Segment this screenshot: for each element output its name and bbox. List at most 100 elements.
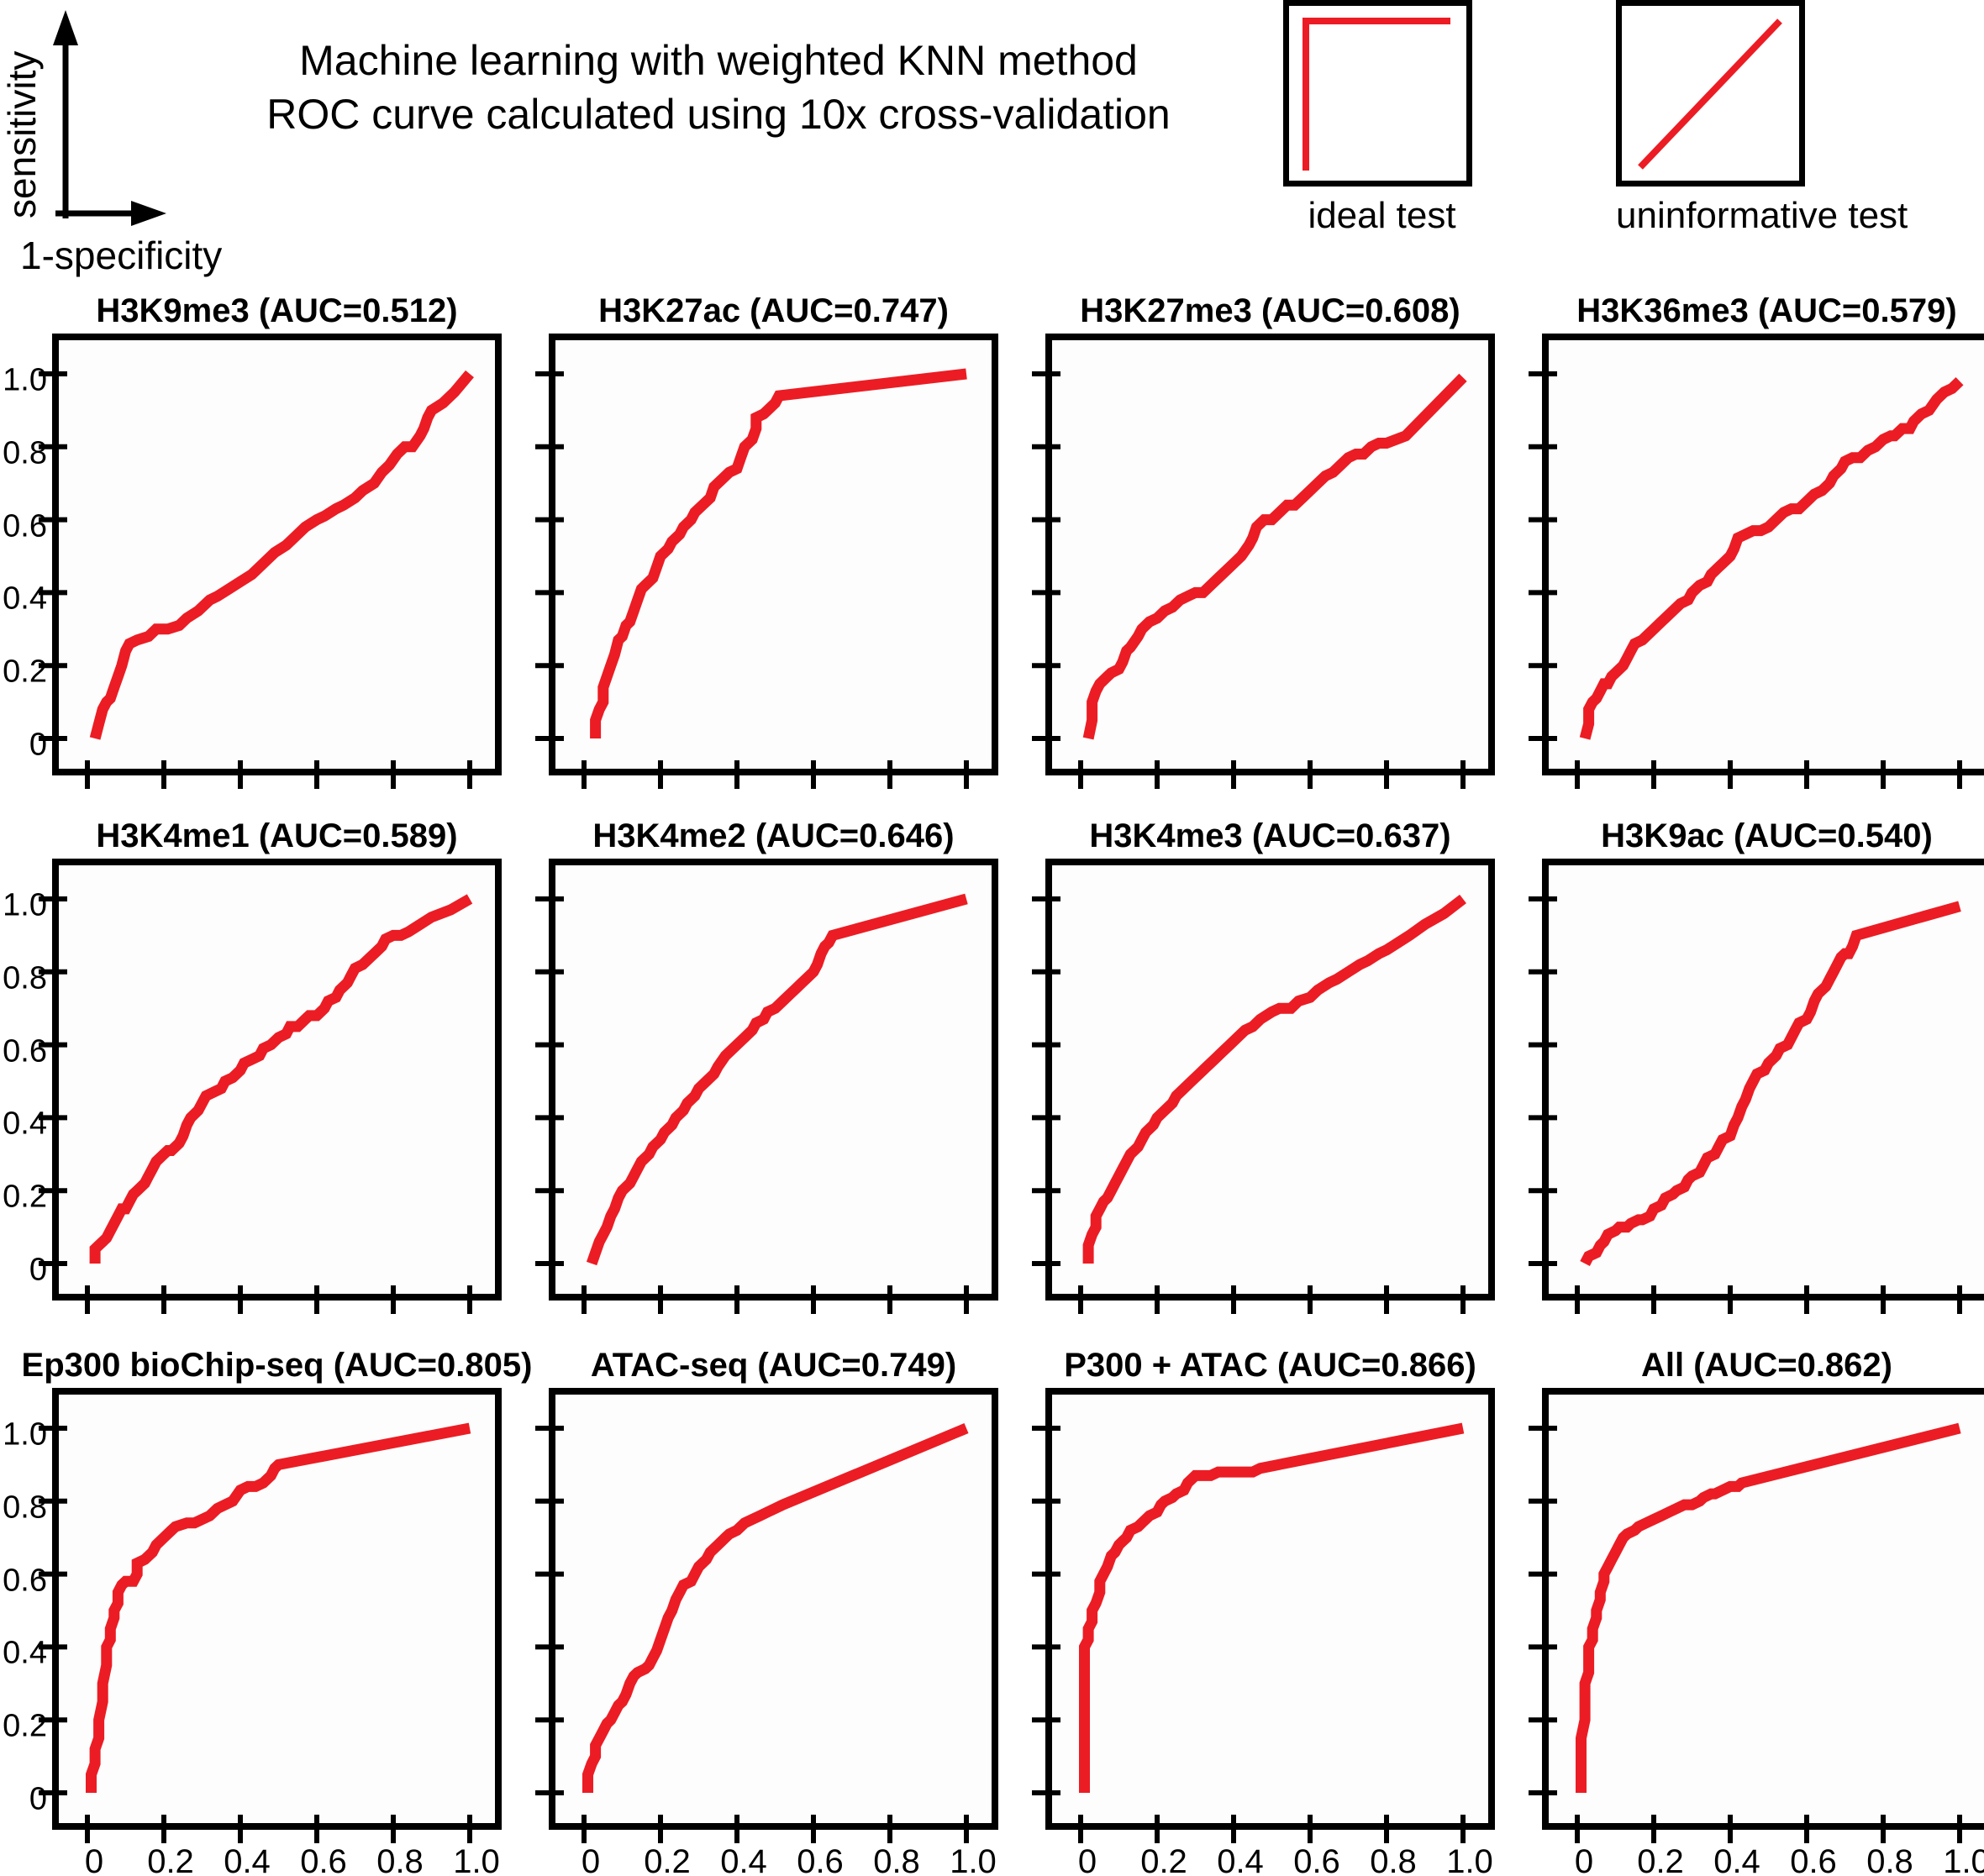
x-tick-label: 1.0 xyxy=(1446,1843,1493,1876)
y-tick-label: 0 xyxy=(29,1252,47,1288)
roc-panel: H3K27me3 (AUC=0.608) xyxy=(1032,277,1495,789)
roc-curve-plot xyxy=(1529,896,1962,1314)
y-tick-label: 0.8 xyxy=(3,960,47,996)
panel-plot-box: 1.0 0.8 0.6 0.4 0.2 0 xyxy=(3,859,502,1314)
y-tick-label: 1.0 xyxy=(3,1416,47,1453)
x-tick-label: 0.8 xyxy=(1866,1843,1913,1876)
figure-title-line1: Machine learning with weighted KNN metho… xyxy=(299,37,1138,84)
panel-title: H3K9ac (AUC=0.540) xyxy=(1601,817,1933,854)
y-tick-label: 0 xyxy=(29,1781,47,1817)
panel-plot-box: 0 0.2 0.4 0.6 0.8 1.0 xyxy=(1529,1388,1984,1876)
panel-plot-box: 1.0 0.8 0.6 0.4 0.2 0 0 0.2 0.4 0.6 0.8 1.0 xyxy=(3,1388,502,1876)
axis-ticks xyxy=(39,1426,472,1843)
x-tick-label: 0.2 xyxy=(644,1843,691,1876)
panel-title: P300 + ATAC (AUC=0.866) xyxy=(1064,1347,1476,1384)
panel-plot-box xyxy=(535,334,998,789)
axis-ticks xyxy=(1529,1426,1962,1843)
panel-title: H3K27ac (AUC=0.747) xyxy=(598,292,949,329)
y-tick-label: 0.8 xyxy=(3,1490,47,1526)
panel-plot-box xyxy=(1529,334,1984,789)
one-minus-specificity-axis-label: 1-specificity xyxy=(20,234,222,277)
axis-legend-glyph: sensitivity 1-specificity xyxy=(0,10,222,277)
panel-plot-box xyxy=(535,859,998,1314)
y-tick-label: 0.6 xyxy=(3,1563,47,1599)
x-tick-label: 0.6 xyxy=(797,1843,844,1876)
roc-curve xyxy=(1580,901,1961,1266)
roc-curve-plot xyxy=(1032,371,1467,789)
roc-panel: H3K4me1 (AUC=0.589) 1.0 0.8 0.6 0.4 0.2 0 xyxy=(3,802,502,1314)
panel-title: ATAC-seq (AUC=0.749) xyxy=(590,1347,957,1384)
roc-panel: ATAC-seq (AUC=0.749) 0 0.2 0.4 0.6 0.8 1.0 xyxy=(535,1332,998,1876)
roc-panel: H3K9me3 (AUC=0.512) 1.0 0.8 0.6 0.4 0.2 0 xyxy=(3,277,502,789)
y-tick-label: 0.2 xyxy=(3,1708,47,1744)
uninformative-test-curve-icon xyxy=(1638,18,1782,170)
panel-plot-box: 1.0 0.8 0.6 0.4 0.2 0 xyxy=(3,334,502,789)
roc-curve xyxy=(1082,373,1467,740)
roc-curve-plot xyxy=(535,1423,969,1843)
x-tick-label: 0 xyxy=(84,1843,104,1876)
roc-panel: H3K4me3 (AUC=0.637) xyxy=(1032,802,1495,1314)
panel-plot-box xyxy=(1032,859,1495,1314)
x-tick-label: 0.8 xyxy=(1370,1843,1417,1876)
axis-ticks xyxy=(39,371,472,789)
x-tick-label: 1.0 xyxy=(1943,1843,1984,1876)
y-axis-tick-labels: 1.0 0.8 0.6 0.4 0.2 0 xyxy=(3,340,52,782)
y-tick-label: 0.4 xyxy=(3,581,47,617)
roc-panel: All (AUC=0.862) 0 0.2 0.4 0.6 0.8 1.0 xyxy=(1529,1332,1984,1876)
roc-curve-plot xyxy=(1529,371,1964,789)
legend-uninformative-test: uninformative test xyxy=(1616,0,1908,237)
roc-curve xyxy=(586,893,968,1266)
figure-title: Machine learning with weighted KNN metho… xyxy=(218,34,1218,141)
roc-curve xyxy=(1579,377,1964,740)
roc-curve-plot xyxy=(39,1422,472,1843)
panel-plot-box xyxy=(1529,859,1984,1314)
axis-ticks xyxy=(1032,371,1466,789)
ideal-test-label: ideal test xyxy=(1308,195,1456,236)
x-tick-label: 0 xyxy=(1574,1843,1594,1876)
x-tick-label: 0.2 xyxy=(147,1843,194,1876)
roc-curve xyxy=(89,894,473,1264)
x-axis-tick-labels: 0 0.2 0.4 0.6 0.8 1.0 xyxy=(59,1843,508,1876)
panel-title: H3K27me3 (AUC=0.608) xyxy=(1080,292,1460,329)
roc-curve-plot xyxy=(535,368,969,789)
x-tick-label: 0.4 xyxy=(1217,1843,1264,1876)
x-tick-label: 0 xyxy=(1077,1843,1097,1876)
x-axis-tick-labels: 0 0.2 0.4 0.6 0.8 1.0 xyxy=(555,1843,1005,1876)
axis-ticks xyxy=(535,371,969,789)
roc-curve xyxy=(1082,894,1466,1264)
x-axis-arrowhead-icon xyxy=(131,201,166,226)
x-tick-label: 0.6 xyxy=(1790,1843,1837,1876)
panel-plot-box: 0 0.2 0.4 0.6 0.8 1.0 xyxy=(535,1388,998,1876)
roc-curve xyxy=(89,370,474,740)
roc-panel: H3K9ac (AUC=0.540) xyxy=(1529,802,1984,1314)
panel-title: All (AUC=0.862) xyxy=(1641,1347,1892,1384)
roc-curve xyxy=(582,1423,969,1793)
roc-panel: H3K27ac (AUC=0.747) xyxy=(535,277,998,789)
y-axis-arrowhead-icon xyxy=(53,10,78,45)
panel-plot-box: 0 0.2 0.4 0.6 0.8 1.0 xyxy=(1032,1388,1495,1876)
axis-ticks xyxy=(1529,371,1962,789)
roc-curve xyxy=(1576,1422,1961,1793)
roc-curve xyxy=(86,1422,471,1793)
y-tick-label: 0.2 xyxy=(3,654,47,690)
y-tick-label: 0.6 xyxy=(3,1033,47,1069)
axis-ticks xyxy=(1032,896,1466,1314)
legend-ideal-test: ideal test xyxy=(1283,0,1481,237)
roc-panel: Ep300 bioChip-seq (AUC=0.805) 1.0 0.8 0.6 0… xyxy=(3,1332,533,1876)
x-tick-label: 0.2 xyxy=(1637,1843,1684,1876)
ideal-test-curve-icon xyxy=(1302,18,1450,171)
y-axis-tick-labels: 1.0 0.8 0.6 0.4 0.2 0 xyxy=(3,1395,52,1837)
roc-panel: P300 + ATAC (AUC=0.866) 0 0.2 0.4 0.6 0.8 1.0 xyxy=(1032,1332,1495,1876)
panel-title: Ep300 bioChip-seq (AUC=0.805) xyxy=(21,1347,533,1384)
roc-curve-plot xyxy=(1529,1422,1962,1843)
x-tick-label: 0.8 xyxy=(376,1843,424,1876)
panel-title: H3K4me3 (AUC=0.637) xyxy=(1089,817,1451,854)
uninformative-test-label: uninformative test xyxy=(1616,195,1908,236)
panel-title: H3K36me3 (AUC=0.579) xyxy=(1576,292,1957,329)
panel-title: H3K9me3 (AUC=0.512) xyxy=(96,292,458,329)
x-tick-label: 0.8 xyxy=(873,1843,920,1876)
y-tick-label: 0.8 xyxy=(3,435,47,471)
x-tick-label: 0.4 xyxy=(1713,1843,1760,1876)
sensitivity-axis-label: sensitivity xyxy=(0,51,44,218)
axis-ticks xyxy=(1529,896,1962,1314)
